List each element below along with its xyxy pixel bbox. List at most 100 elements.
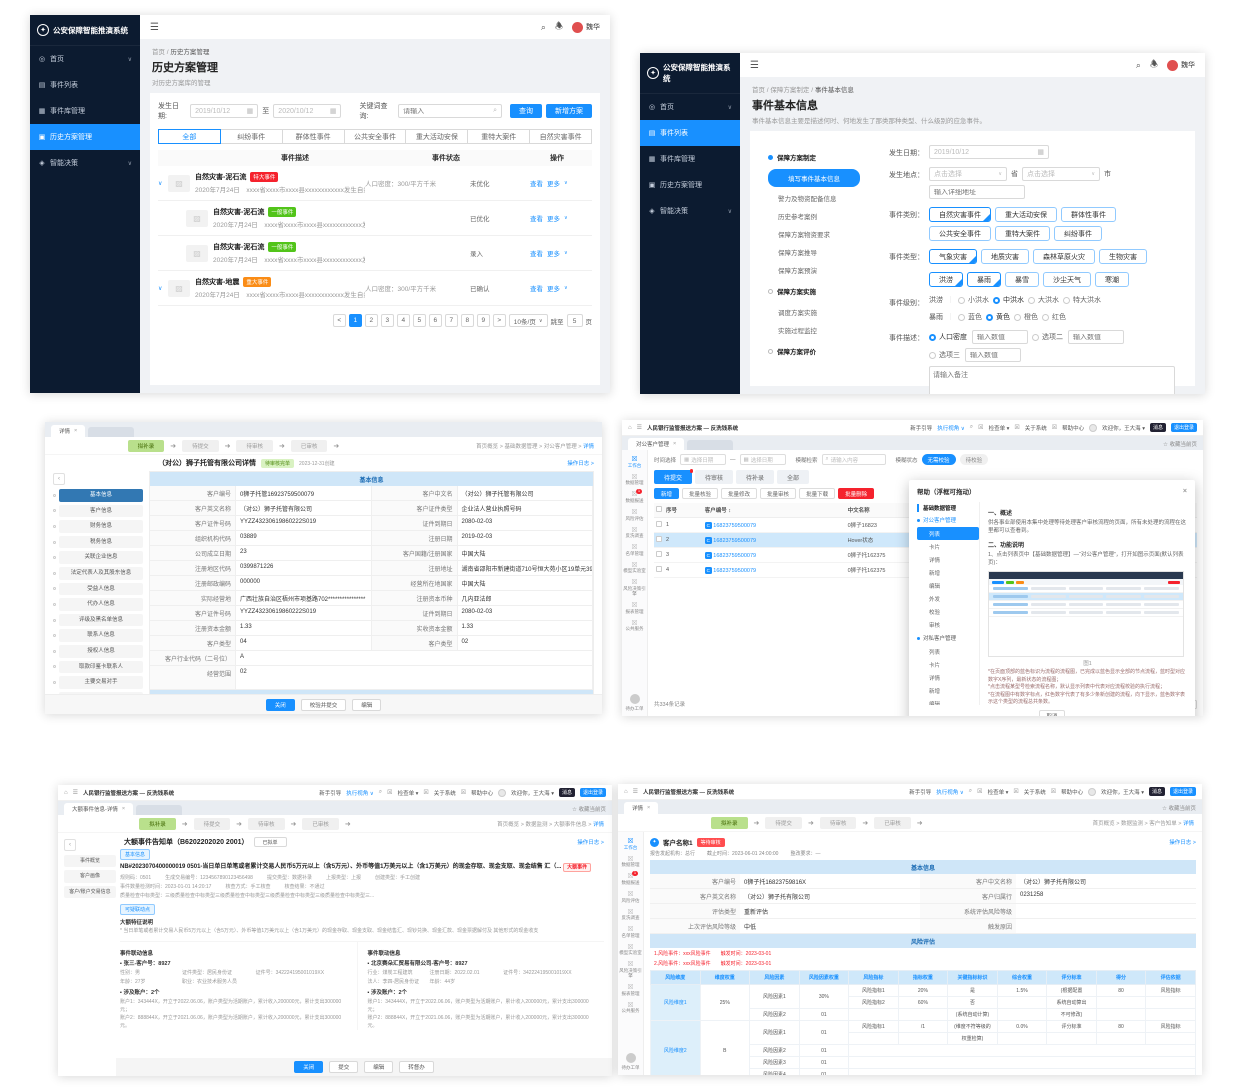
color-radio[interactable]: 橙色 bbox=[1014, 312, 1038, 322]
chevron-down-icon[interactable]: ∨ bbox=[564, 180, 568, 186]
filter-pill[interactable]: 待校验 bbox=[959, 454, 989, 465]
anchor-item[interactable]: 联系人信息 bbox=[53, 629, 143, 642]
anchor-item[interactable]: 授权人信息 bbox=[53, 644, 143, 658]
close-icon[interactable]: × bbox=[121, 806, 126, 812]
tab-inactive[interactable] bbox=[687, 440, 734, 450]
anchor-item[interactable]: 客户/账户交易信息 bbox=[64, 885, 116, 898]
view-link[interactable]: 查看 bbox=[530, 181, 543, 188]
view-select[interactable]: 执行视角 ∨ bbox=[937, 425, 965, 432]
about-menu[interactable]: 关于系统 bbox=[433, 790, 456, 797]
rail-item[interactable]: ☒ 公共服务 bbox=[621, 1001, 640, 1014]
sidebar-item[interactable]: ▤ 事件列表 bbox=[30, 72, 140, 98]
edit-button[interactable]: 编辑 bbox=[364, 1061, 394, 1073]
nav-item[interactable]: 校验 bbox=[929, 609, 941, 616]
chevron-down-icon[interactable]: ∨ bbox=[564, 250, 568, 256]
toolbar-button[interactable]: 批量核验 bbox=[682, 488, 719, 499]
page-button[interactable]: 9 bbox=[476, 314, 490, 327]
level-radio[interactable]: 小洪水 bbox=[958, 295, 989, 305]
rail-item[interactable]: ☒ 名单管理 bbox=[621, 926, 640, 938]
nav-item[interactable]: 卡片 bbox=[929, 544, 941, 551]
close-button[interactable]: 关闭 bbox=[294, 1061, 324, 1073]
row-checkbox[interactable] bbox=[656, 551, 662, 557]
transfer-button[interactable]: 转督办 bbox=[399, 1061, 434, 1073]
page-button[interactable]: 8 bbox=[460, 314, 474, 327]
close-button[interactable]: 关闭 bbox=[265, 698, 295, 711]
oplog-link[interactable]: 操作日志 > bbox=[567, 461, 594, 467]
date-to-input[interactable]: 2020/10/12 ▦ bbox=[273, 104, 342, 118]
expand-chevron-icon[interactable]: ∨ bbox=[158, 180, 163, 187]
sidebar-item[interactable]: ◈ 智能决策 ∨ bbox=[640, 198, 740, 224]
view-link[interactable]: 查看 bbox=[530, 286, 543, 293]
page-button[interactable]: 3 bbox=[380, 314, 394, 327]
hamburger-icon[interactable]: ☰ bbox=[750, 59, 759, 71]
category-button[interactable]: 重特大案件 bbox=[995, 226, 1050, 241]
checklist-menu[interactable]: 检查单 ▾ bbox=[397, 790, 419, 797]
select-all-checkbox[interactable] bbox=[656, 506, 662, 512]
category-tab[interactable]: 重特大案件 bbox=[468, 129, 531, 144]
view-select[interactable]: 执行视角 ∨ bbox=[936, 789, 964, 796]
table-row[interactable]: ∨ ▨ 自然灾害-地震 重大事件 2020年7月24日 xxxx省xxxx市xxx… bbox=[158, 271, 592, 306]
tab-corp-mgmt[interactable]: 对公客户管理 × bbox=[628, 438, 685, 450]
address-input[interactable] bbox=[929, 185, 1025, 199]
avatar[interactable] bbox=[498, 788, 507, 797]
column-header[interactable]: 序号 bbox=[664, 503, 703, 518]
next-page-button[interactable]: > bbox=[492, 314, 506, 327]
rail-item[interactable]: ☒ 风险评估 bbox=[625, 508, 644, 521]
sidebar-item[interactable]: ◎ 首页 ∨ bbox=[640, 94, 740, 120]
desc-value-input[interactable] bbox=[1073, 333, 1119, 341]
column-header[interactable]: 客户编号 ↕ bbox=[702, 503, 846, 518]
sidebar-item[interactable]: ◈ 智能决策 ∨ bbox=[30, 150, 140, 176]
step-item[interactable]: 警力及物资配备信息 bbox=[778, 196, 837, 203]
checklist-menu[interactable]: 检查单 ▾ bbox=[988, 425, 1010, 432]
search-icon[interactable]: ⌕ bbox=[968, 788, 973, 794]
rail-item[interactable]: ☒ 工作台 bbox=[623, 838, 638, 850]
page-button[interactable]: 6 bbox=[428, 314, 442, 327]
rail-item[interactable]: ☒ 报表管理 bbox=[625, 601, 644, 614]
nav-item[interactable]: 外发 bbox=[929, 596, 941, 603]
status-tab[interactable]: 待提交 bbox=[654, 469, 694, 484]
category-tab[interactable]: 自然灾害事件 bbox=[530, 129, 593, 144]
step-item[interactable]: 保障方案预演 bbox=[778, 268, 817, 275]
anchor-item[interactable]: 事件概览 bbox=[64, 855, 116, 868]
favorite-page-link[interactable]: ☆ 收藏当前页 bbox=[1162, 806, 1196, 812]
step-item[interactable]: 保障方案推导 bbox=[778, 250, 817, 257]
view-link[interactable]: 查看 bbox=[530, 251, 543, 258]
close-icon[interactable]: × bbox=[74, 428, 78, 434]
customer-id-link[interactable]: 16823759500079 bbox=[713, 567, 757, 574]
remark-textarea[interactable] bbox=[929, 366, 1175, 394]
verify-submit-button[interactable]: 校验并提交 bbox=[300, 698, 347, 711]
rail-item[interactable]: ☒ 模型实验室 bbox=[619, 943, 642, 956]
category-button[interactable]: 纠纷事件 bbox=[1054, 226, 1102, 241]
tab-detail[interactable]: 详情 × bbox=[51, 425, 86, 437]
nav-item[interactable]: 卡片 bbox=[929, 662, 941, 669]
rail-item[interactable]: ☒ 1 数据报送 bbox=[621, 870, 640, 885]
tab-detail[interactable]: 详情 × bbox=[624, 802, 659, 814]
sidebar-item[interactable]: ▦ 事件库管理 bbox=[640, 146, 740, 172]
desc-value-input[interactable] bbox=[970, 351, 1016, 359]
keyword-input[interactable]: ⌕ bbox=[398, 104, 502, 118]
help-menu[interactable]: 帮助中心 bbox=[1061, 789, 1084, 796]
anchor-item[interactable]: 关联企业信息 bbox=[53, 551, 143, 564]
nav-item[interactable]: 审核 bbox=[929, 622, 941, 629]
province-select[interactable]: 点击选择 ∨ bbox=[929, 167, 1007, 181]
about-menu[interactable]: 关于系统 bbox=[1024, 425, 1047, 432]
category-button[interactable]: 群体性事件 bbox=[1061, 207, 1116, 222]
submit-button[interactable]: 提交 bbox=[329, 1061, 359, 1073]
table-row[interactable]: ▨ 自然灾害-泥石流 一般事件 2020年7月24日 xxxx省xxxx市xxxx… bbox=[158, 236, 592, 271]
home-icon[interactable]: ⌂ bbox=[624, 788, 628, 795]
logout-button[interactable]: 退出登录 bbox=[1169, 787, 1196, 796]
prev-page-button[interactable]: < bbox=[332, 314, 346, 327]
rail-item[interactable]: ☒ 1 数据报送 bbox=[625, 488, 644, 503]
bell-icon[interactable]: 🕭 bbox=[554, 21, 563, 31]
anchor-item[interactable]: 客户画像 bbox=[64, 870, 116, 883]
sidebar-item[interactable]: ▤ 事件列表 bbox=[640, 120, 740, 146]
more-link[interactable]: 更多 bbox=[547, 181, 560, 188]
toolbar-button[interactable]: 批量删除 bbox=[838, 488, 875, 499]
nav-subsection[interactable]: 对公客户管理 bbox=[917, 516, 979, 524]
hamburger-icon[interactable]: ☰ bbox=[636, 425, 643, 431]
tab-inactive[interactable] bbox=[88, 427, 135, 437]
message-button[interactable]: 消息 bbox=[1148, 787, 1165, 796]
step-item[interactable]: 实施过程监控 bbox=[778, 328, 817, 335]
guide-link[interactable]: 新手引导 bbox=[909, 789, 932, 796]
page-size-select[interactable]: 10条/页 ∨ bbox=[508, 314, 548, 327]
